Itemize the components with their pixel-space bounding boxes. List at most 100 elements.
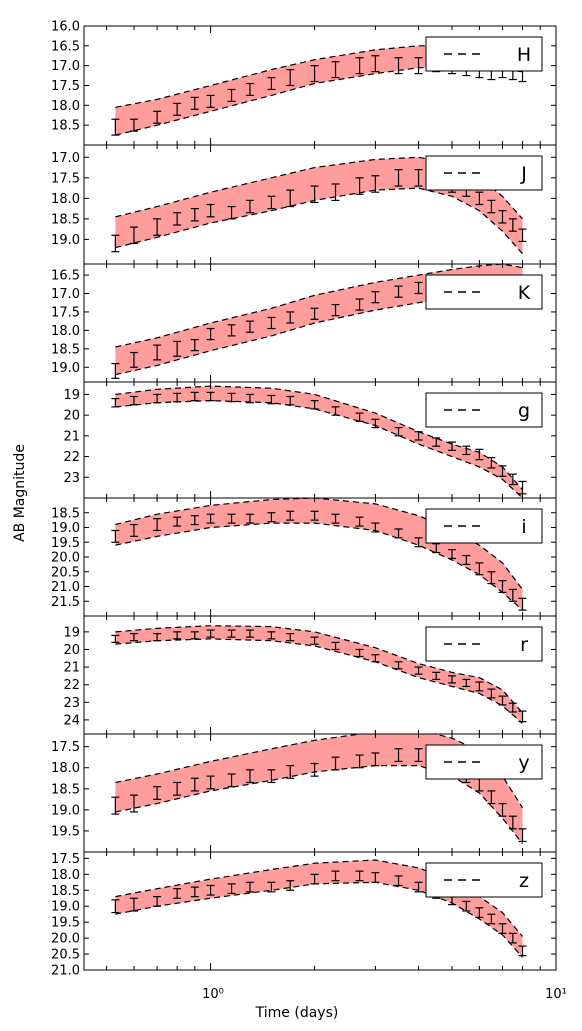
errorbar	[173, 340, 182, 357]
panel-y: 17.5 18.0 18.5 19.0 19.5 y	[51, 733, 557, 853]
errorbar	[190, 886, 199, 898]
errorbar	[462, 445, 471, 456]
panel-g: 19 20 21 22 23 g	[63, 381, 557, 499]
errorbar	[111, 529, 120, 543]
errorbar	[331, 513, 340, 524]
y-tick-label: 17.5	[51, 852, 80, 867]
y-tick-label: 19.5	[51, 916, 80, 931]
errorbar	[190, 208, 199, 222]
errorbar	[355, 57, 364, 75]
errorbar	[173, 392, 182, 403]
errorbar	[245, 769, 254, 784]
panel-frame	[83, 851, 557, 971]
errorbar	[487, 913, 496, 925]
errorbar	[414, 666, 423, 675]
model-band-fill	[115, 625, 523, 724]
y-tick-label: 21	[63, 429, 80, 444]
errorbar	[286, 880, 295, 891]
errorbar	[206, 629, 215, 638]
y-tick-label: 21	[63, 661, 80, 676]
errorbar	[227, 324, 236, 337]
panel-content	[111, 498, 527, 611]
errorbar	[508, 815, 517, 830]
errorbar	[286, 510, 295, 521]
legend-label: J	[520, 163, 527, 185]
errorbar	[245, 881, 254, 893]
y-tick-label: 23	[63, 696, 80, 711]
errorbar	[227, 773, 236, 788]
errorbar	[498, 210, 507, 224]
y-tick-label: 19.5	[51, 824, 80, 839]
y-tick-label: 17.5	[51, 171, 80, 186]
y-tick-label: 17.5	[51, 305, 80, 320]
model-band-upper-edge	[115, 385, 523, 491]
errorbar	[487, 688, 496, 699]
errorbar	[267, 769, 276, 784]
errorbar	[111, 234, 120, 253]
legend: K	[425, 274, 543, 310]
panel-z: 17.518.018.519.019.520.020.521.0 z	[51, 851, 557, 979]
errorbar	[111, 899, 120, 914]
errorbar	[498, 923, 507, 934]
errorbar	[475, 448, 484, 461]
y-tick-label: 18.5	[51, 119, 80, 134]
errorbar	[173, 212, 182, 226]
y-tick-label: 19.0	[51, 233, 80, 248]
errorbar	[414, 169, 423, 187]
y-tick-label: 18.0	[51, 324, 80, 339]
errorbar	[206, 94, 215, 108]
errorbar	[331, 870, 340, 882]
errorbar	[414, 431, 423, 441]
y-tick-label: 17.5	[51, 79, 80, 94]
x-axis: 10⁰ 10¹ Time (days)	[202, 987, 567, 1021]
errorbar	[111, 362, 120, 379]
y-tick-label: 18.0	[51, 192, 80, 207]
errorbar	[475, 191, 484, 206]
y-tick-label: 18.0	[51, 761, 80, 776]
errorbar	[518, 945, 527, 957]
errorbar	[414, 57, 423, 75]
errorbar	[129, 226, 138, 245]
errorbar	[206, 203, 215, 218]
model-band-upper-edge	[115, 859, 523, 937]
errorbar	[129, 794, 138, 813]
errorbar	[394, 285, 403, 298]
errorbar	[227, 88, 236, 102]
errorbar	[129, 523, 138, 537]
errorbar	[355, 298, 364, 311]
y-tick-label: 20.0	[51, 932, 80, 947]
errorbar	[432, 671, 441, 681]
errorbar	[310, 636, 319, 645]
errorbar	[227, 205, 236, 220]
y-tick-label: 17.0	[51, 59, 80, 74]
errorbar	[498, 465, 507, 477]
errorbar	[267, 881, 276, 893]
x-tick-label: 10¹	[545, 987, 567, 1002]
y-tick-label: 18.5	[51, 782, 80, 797]
x-axis-title: Time (days)	[255, 1005, 339, 1021]
y-tick-label: 24	[63, 713, 80, 728]
errorbar	[331, 641, 340, 651]
errorbar	[371, 55, 380, 73]
errorbar	[286, 633, 295, 642]
y-tick-label: 17.5	[51, 740, 80, 755]
errorbar	[227, 883, 236, 895]
errorbar	[448, 549, 457, 560]
errorbar	[267, 394, 276, 405]
y-tick-label: 20.5	[51, 565, 80, 580]
y-tick-label: 19.0	[51, 900, 80, 915]
errorbar	[508, 473, 517, 486]
y-axis-title: AB Magnitude	[12, 444, 28, 542]
errorbar	[414, 537, 423, 548]
errorbar	[153, 786, 162, 800]
errorbar	[371, 291, 380, 304]
errorbar	[227, 392, 236, 403]
errorbar	[245, 199, 254, 214]
errorbar	[286, 189, 295, 208]
errorbar	[310, 400, 319, 410]
errorbar	[267, 76, 276, 91]
errorbar	[310, 65, 319, 83]
errorbar	[111, 397, 120, 408]
errorbar	[508, 218, 517, 232]
